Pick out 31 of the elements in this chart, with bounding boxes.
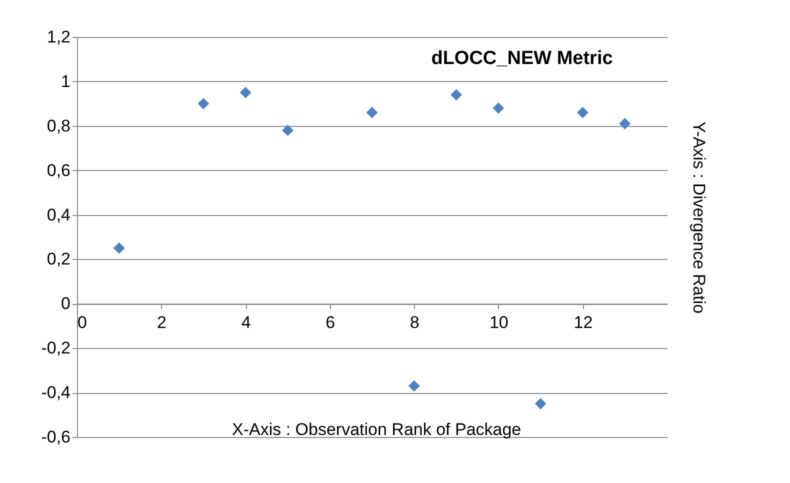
point	[113, 242, 125, 254]
point	[198, 98, 210, 110]
x-axis-title: X-Axis : Observation Rank of Package	[232, 420, 522, 439]
x-tick-label: 12	[574, 313, 593, 332]
point	[240, 86, 252, 98]
y-tick-label: -0,4	[41, 383, 70, 402]
x-tick-label: 10	[489, 313, 508, 332]
x-tick-label: 8	[410, 313, 420, 332]
y-axis-title: Y-Axis : Divergence Ratio	[690, 121, 708, 314]
point	[577, 106, 588, 118]
point	[534, 398, 546, 410]
y-tick-label: -0,6	[41, 428, 70, 446]
y-tick-label: 0,8	[46, 116, 70, 136]
y-tick-label: 1	[61, 72, 70, 91]
y-tick-label: 0	[61, 294, 70, 314]
point	[619, 118, 631, 130]
point	[492, 102, 504, 114]
point	[450, 89, 462, 100]
y-tick-label: -0,2	[41, 338, 70, 358]
x-tick-label: 0	[78, 313, 87, 332]
y-tick-label: 0,4	[46, 205, 70, 224]
x-tick-label: 2	[157, 313, 167, 332]
x-tick-label: 4	[241, 313, 251, 332]
point	[282, 124, 294, 136]
point	[366, 106, 378, 118]
text: dLOCC_NEW Metric	[431, 48, 614, 69]
y-tick-label: 0,2	[46, 250, 70, 269]
x-tick-label: 6	[326, 313, 336, 332]
point	[408, 380, 420, 392]
y-tick-label: 1,2	[46, 28, 70, 46]
y-tick-label: 0,6	[46, 160, 70, 180]
